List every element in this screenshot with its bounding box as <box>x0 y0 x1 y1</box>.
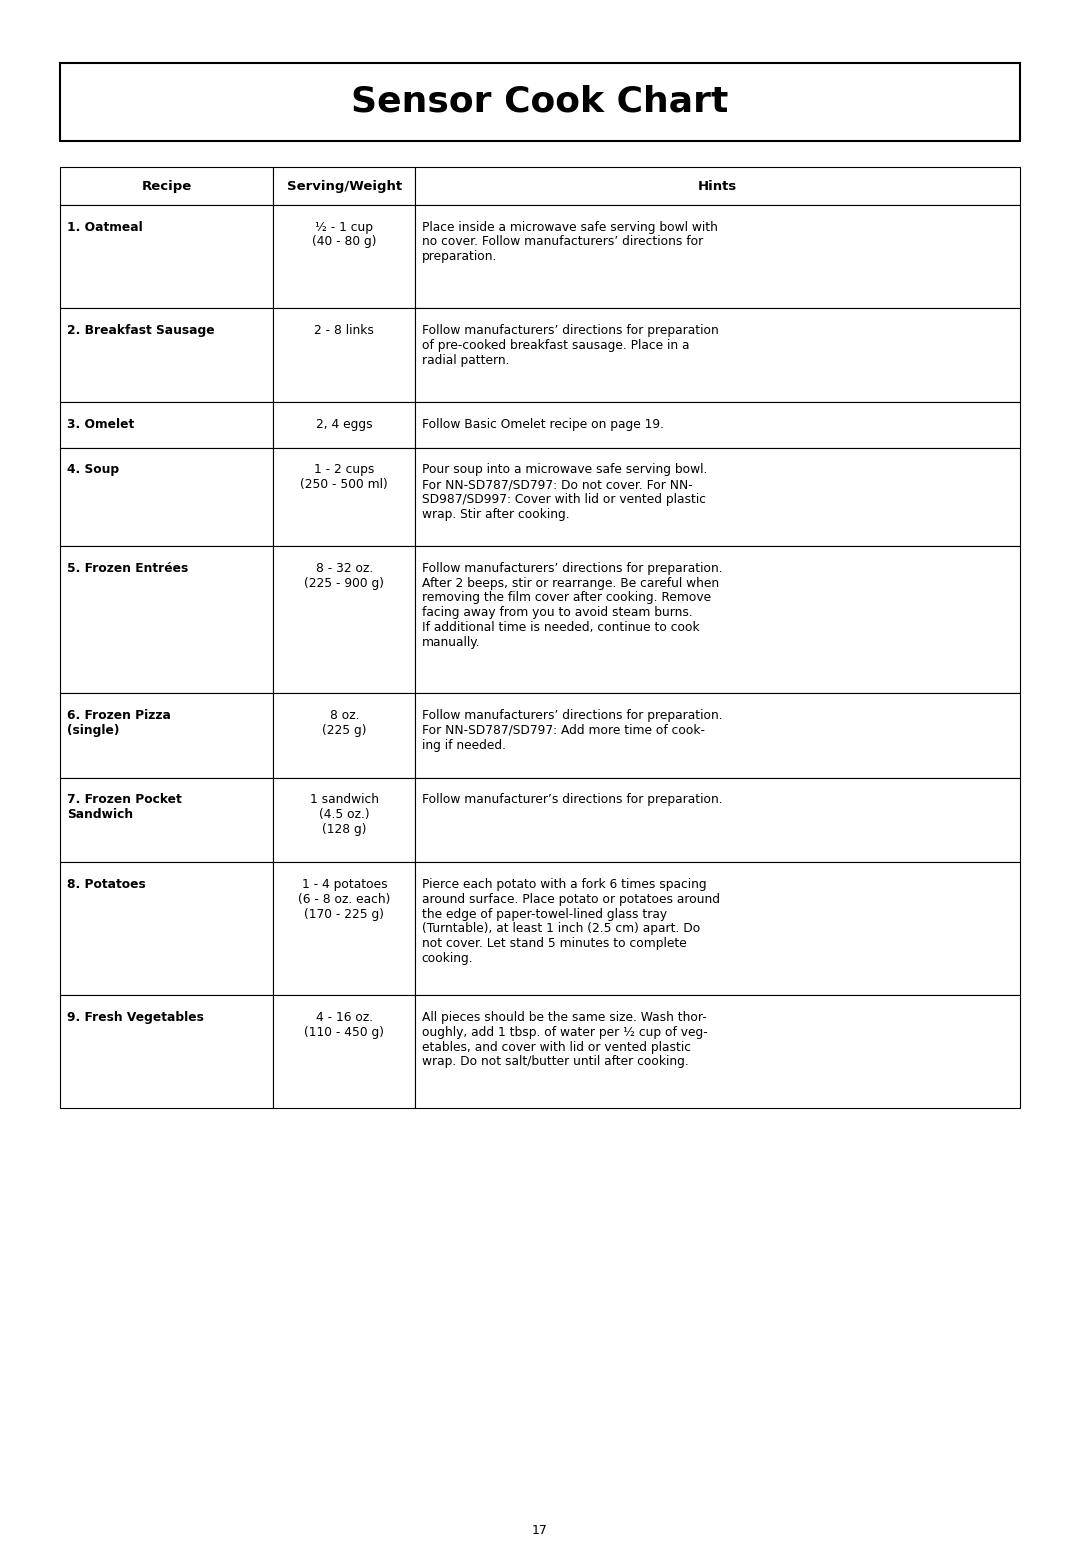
Text: Follow manufacturer’s directions for preparation.: Follow manufacturer’s directions for pre… <box>422 793 723 806</box>
Text: 3. Omelet: 3. Omelet <box>67 418 134 430</box>
Bar <box>60 402 273 448</box>
Text: Recipe: Recipe <box>141 180 192 192</box>
Bar <box>60 862 273 995</box>
Text: All pieces should be the same size. Wash thor-
oughly, add 1 tbsp. of water per : All pieces should be the same size. Wash… <box>422 1011 707 1069</box>
Bar <box>273 995 416 1108</box>
Text: 8 oz.
(225 g): 8 oz. (225 g) <box>322 709 366 737</box>
Text: Follow manufacturers’ directions for preparation
of pre-cooked breakfast sausage: Follow manufacturers’ directions for pre… <box>422 324 718 366</box>
Text: Pour soup into a microwave safe serving bowl.
For NN-SD787/SD797: Do not cover. : Pour soup into a microwave safe serving … <box>422 463 707 521</box>
Text: Follow manufacturers’ directions for preparation.
For NN-SD787/SD797: Add more t: Follow manufacturers’ directions for pre… <box>422 709 723 751</box>
Bar <box>60 995 273 1108</box>
Bar <box>60 778 273 862</box>
Bar <box>273 402 416 448</box>
Bar <box>416 308 1020 402</box>
Text: 7. Frozen Pocket
Sandwich: 7. Frozen Pocket Sandwich <box>67 793 181 822</box>
Bar <box>60 205 273 308</box>
Text: 9. Fresh Vegetables: 9. Fresh Vegetables <box>67 1011 204 1024</box>
Text: 1 - 4 potatoes
(6 - 8 oz. each)
(170 - 225 g): 1 - 4 potatoes (6 - 8 oz. each) (170 - 2… <box>298 878 391 920</box>
Text: 4. Soup: 4. Soup <box>67 463 119 476</box>
Text: Place inside a microwave safe serving bowl with
no cover. Follow manufacturers’ : Place inside a microwave safe serving bo… <box>422 221 718 263</box>
Bar <box>416 862 1020 995</box>
Text: Follow manufacturers’ directions for preparation.
After 2 beeps, stir or rearran: Follow manufacturers’ directions for pre… <box>422 562 723 649</box>
Text: 6. Frozen Pizza
(single): 6. Frozen Pizza (single) <box>67 709 171 737</box>
Bar <box>60 448 273 546</box>
Text: 1 - 2 cups
(250 - 500 ml): 1 - 2 cups (250 - 500 ml) <box>300 463 388 491</box>
Bar <box>60 693 273 778</box>
Text: Sensor Cook Chart: Sensor Cook Chart <box>351 85 729 119</box>
Text: Pierce each potato with a fork 6 times spacing
around surface. Place potato or p: Pierce each potato with a fork 6 times s… <box>422 878 719 966</box>
Text: 1. Oatmeal: 1. Oatmeal <box>67 221 143 233</box>
Bar <box>60 167 273 205</box>
Text: 17: 17 <box>532 1524 548 1537</box>
Bar <box>273 862 416 995</box>
Text: 5. Frozen Entrées: 5. Frozen Entrées <box>67 562 188 574</box>
Bar <box>416 205 1020 308</box>
Bar <box>273 448 416 546</box>
Bar <box>60 546 273 693</box>
Bar <box>416 167 1020 205</box>
Bar <box>416 546 1020 693</box>
Text: 4 - 16 oz.
(110 - 450 g): 4 - 16 oz. (110 - 450 g) <box>305 1011 384 1039</box>
Text: 1 sandwich
(4.5 oz.)
(128 g): 1 sandwich (4.5 oz.) (128 g) <box>310 793 379 836</box>
Bar <box>60 63 1020 141</box>
Bar <box>273 546 416 693</box>
Text: 8 - 32 oz.
(225 - 900 g): 8 - 32 oz. (225 - 900 g) <box>305 562 384 590</box>
Bar <box>273 693 416 778</box>
Bar <box>416 693 1020 778</box>
Bar <box>273 778 416 862</box>
Text: 2. Breakfast Sausage: 2. Breakfast Sausage <box>67 324 215 336</box>
Text: 2, 4 eggs: 2, 4 eggs <box>316 418 373 430</box>
Bar <box>416 778 1020 862</box>
Bar <box>273 167 416 205</box>
Bar <box>416 995 1020 1108</box>
Bar <box>273 308 416 402</box>
Bar <box>60 308 273 402</box>
Text: Follow Basic Omelet recipe on page 19.: Follow Basic Omelet recipe on page 19. <box>422 418 664 430</box>
Bar <box>416 402 1020 448</box>
Text: 2 - 8 links: 2 - 8 links <box>314 324 375 336</box>
Text: ½ - 1 cup
(40 - 80 g): ½ - 1 cup (40 - 80 g) <box>312 221 377 249</box>
Text: 8. Potatoes: 8. Potatoes <box>67 878 146 890</box>
Bar <box>416 448 1020 546</box>
Text: Serving/Weight: Serving/Weight <box>287 180 402 192</box>
Text: Hints: Hints <box>698 180 737 192</box>
Bar <box>273 205 416 308</box>
